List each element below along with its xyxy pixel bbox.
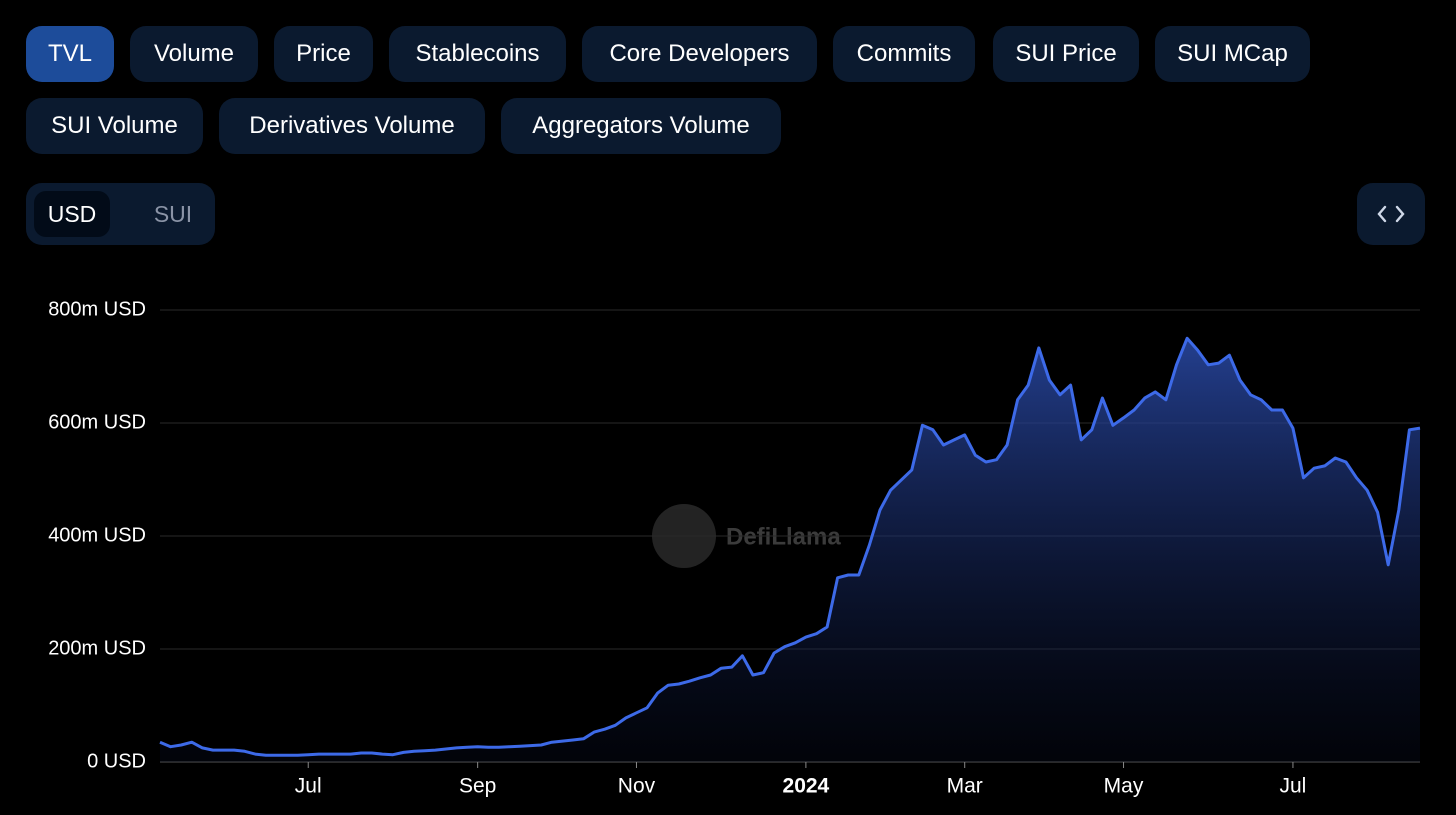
tab-button[interactable]: Volume	[130, 26, 258, 82]
tab-button[interactable]: Core Developers	[582, 26, 817, 82]
tab-button[interactable]: Aggregators Volume	[501, 98, 781, 154]
y-tick-label: 400m USD	[48, 524, 146, 546]
x-tick-label: Nov	[618, 775, 656, 798]
area-fill	[160, 338, 1420, 762]
x-tick-label: Jul	[295, 775, 322, 798]
tab-button[interactable]: SUI MCap	[1155, 26, 1310, 82]
toggle-option[interactable]: USD	[34, 191, 110, 237]
x-tick-label: May	[1104, 775, 1144, 798]
tab-button[interactable]: Stablecoins	[389, 26, 566, 82]
embed-button[interactable]	[1357, 183, 1425, 245]
x-tick-label: Mar	[947, 775, 983, 798]
watermark-text: DefiLlama	[726, 523, 841, 550]
y-tick-label: 600m USD	[48, 411, 146, 433]
embed-icon	[1377, 205, 1405, 223]
area-line	[159, 336, 1421, 757]
tab-button[interactable]: SUI Volume	[26, 98, 203, 154]
tab-button[interactable]: Commits	[833, 26, 975, 82]
y-tick-label: 800m USD	[48, 298, 146, 320]
y-tick-label: 0 USD	[87, 750, 146, 772]
y-tick-label: 200m USD	[48, 637, 146, 659]
currency-toggle: USD SUI	[26, 183, 215, 245]
tab-button[interactable]: Derivatives Volume	[219, 98, 485, 154]
x-tick-label: 2024	[783, 775, 830, 798]
x-tick-label: Jul	[1280, 775, 1307, 798]
toggle-option[interactable]: SUI	[153, 200, 193, 227]
x-tick-label: Sep	[459, 775, 496, 798]
tab-button[interactable]: SUI Price	[993, 26, 1139, 82]
tab-button[interactable]: TVL	[26, 26, 114, 82]
tab-button[interactable]: Price	[274, 26, 373, 82]
